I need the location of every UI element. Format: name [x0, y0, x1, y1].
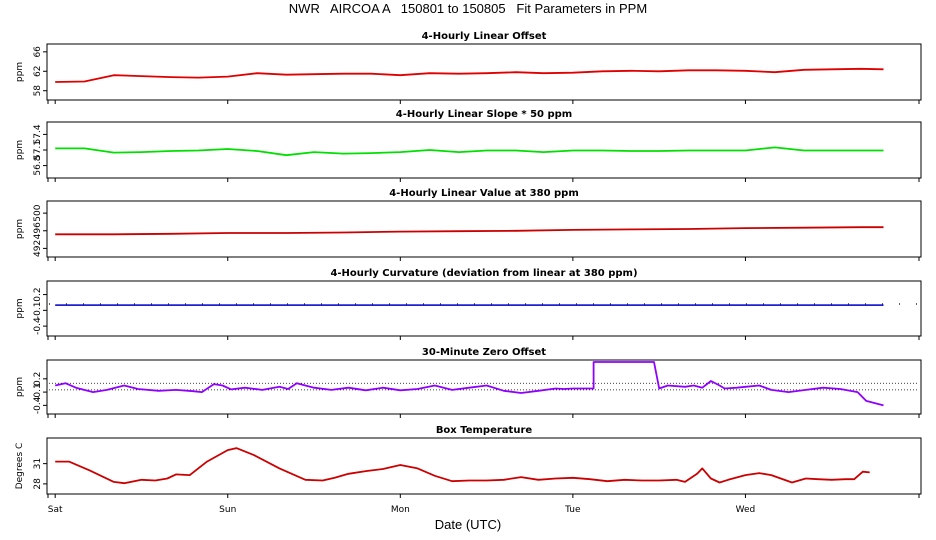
panel-4: 4-Hourly Curvature (deviation from linea… [15, 268, 922, 340]
y-tick-label: -0.1 [33, 383, 43, 401]
x-tick-label: Sat [48, 505, 63, 515]
y-tick-label: -0.4 [33, 317, 43, 335]
panel-frame [46, 43, 922, 101]
y-tick-label: 57.4 [33, 124, 43, 144]
panel-frame [46, 359, 922, 415]
y-axis-label: ppm [15, 219, 25, 239]
series-line [55, 67, 884, 83]
panel-6: Box Temperature Degrees C 28 31 [15, 425, 922, 498]
panel-frame [46, 200, 922, 258]
y-tick-label: 496 [33, 222, 43, 239]
panel-frame [46, 280, 922, 337]
series-line [55, 226, 884, 236]
series-line [55, 361, 884, 407]
y-tick-label: 66 [33, 46, 43, 58]
y-tick-label: 500 [33, 204, 43, 221]
page-title: NWR AIRCOA A 150801 to 150805 Fit Parame… [288, 1, 648, 16]
y-axis-label: ppm [15, 377, 25, 397]
y-tick-label: 0.2 [33, 287, 43, 301]
y-axis-label: ppm [15, 140, 25, 160]
x-tick-label: Tue [564, 505, 581, 515]
panel-3: 4-Hourly Linear Value at 380 ppm ppm 49249… [15, 188, 922, 261]
panel-2: 4-Hourly Linear Slope * 50 ppmppm56.857.… [15, 109, 922, 182]
panel-title: Box Temperature [436, 425, 533, 436]
x-axis-label: Date (UTC) [434, 517, 502, 532]
series-line [55, 146, 884, 157]
y-tick-label: -0.1 [33, 302, 43, 320]
panel-title: 4-Hourly Linear Value at 380 ppm [389, 188, 579, 199]
panel-title: 30-Minute Zero Offset [422, 347, 546, 358]
y-tick-label: 56.8 [33, 155, 43, 175]
y-tick-label: 58 [33, 85, 43, 97]
x-tick-label: Mon [391, 505, 410, 515]
panel-5: 30-Minute Zero Offset ppm -0.4-0.10.2 [15, 347, 922, 418]
y-tick-label: -0.4 [33, 396, 43, 414]
x-tick-label: Sun [219, 505, 236, 515]
y-axis-label: ppm [15, 62, 25, 82]
y-tick-label: 0.2 [33, 372, 43, 386]
panel-1: 4-Hourly Linear Offset ppm 58 62 66 [15, 31, 922, 104]
panel-title: 4-Hourly Linear Slope * 50 ppm [396, 109, 572, 120]
panel-title: 4-Hourly Linear Offset [422, 31, 547, 42]
y-tick-label: 492 [33, 240, 43, 257]
panel-frame [46, 437, 922, 495]
y-tick-label: 57.1 [33, 140, 43, 160]
y-tick-label: 31 [33, 458, 43, 469]
y-tick-label: 28 [33, 478, 43, 490]
y-axis-label: ppm [15, 298, 25, 318]
series-line [55, 447, 870, 485]
y-axis-label: Degrees C [15, 443, 25, 490]
panel-title: 4-Hourly Curvature (deviation from linea… [330, 268, 637, 279]
x-tick-label: Wed [736, 505, 756, 515]
y-tick-label: 62 [33, 66, 43, 77]
